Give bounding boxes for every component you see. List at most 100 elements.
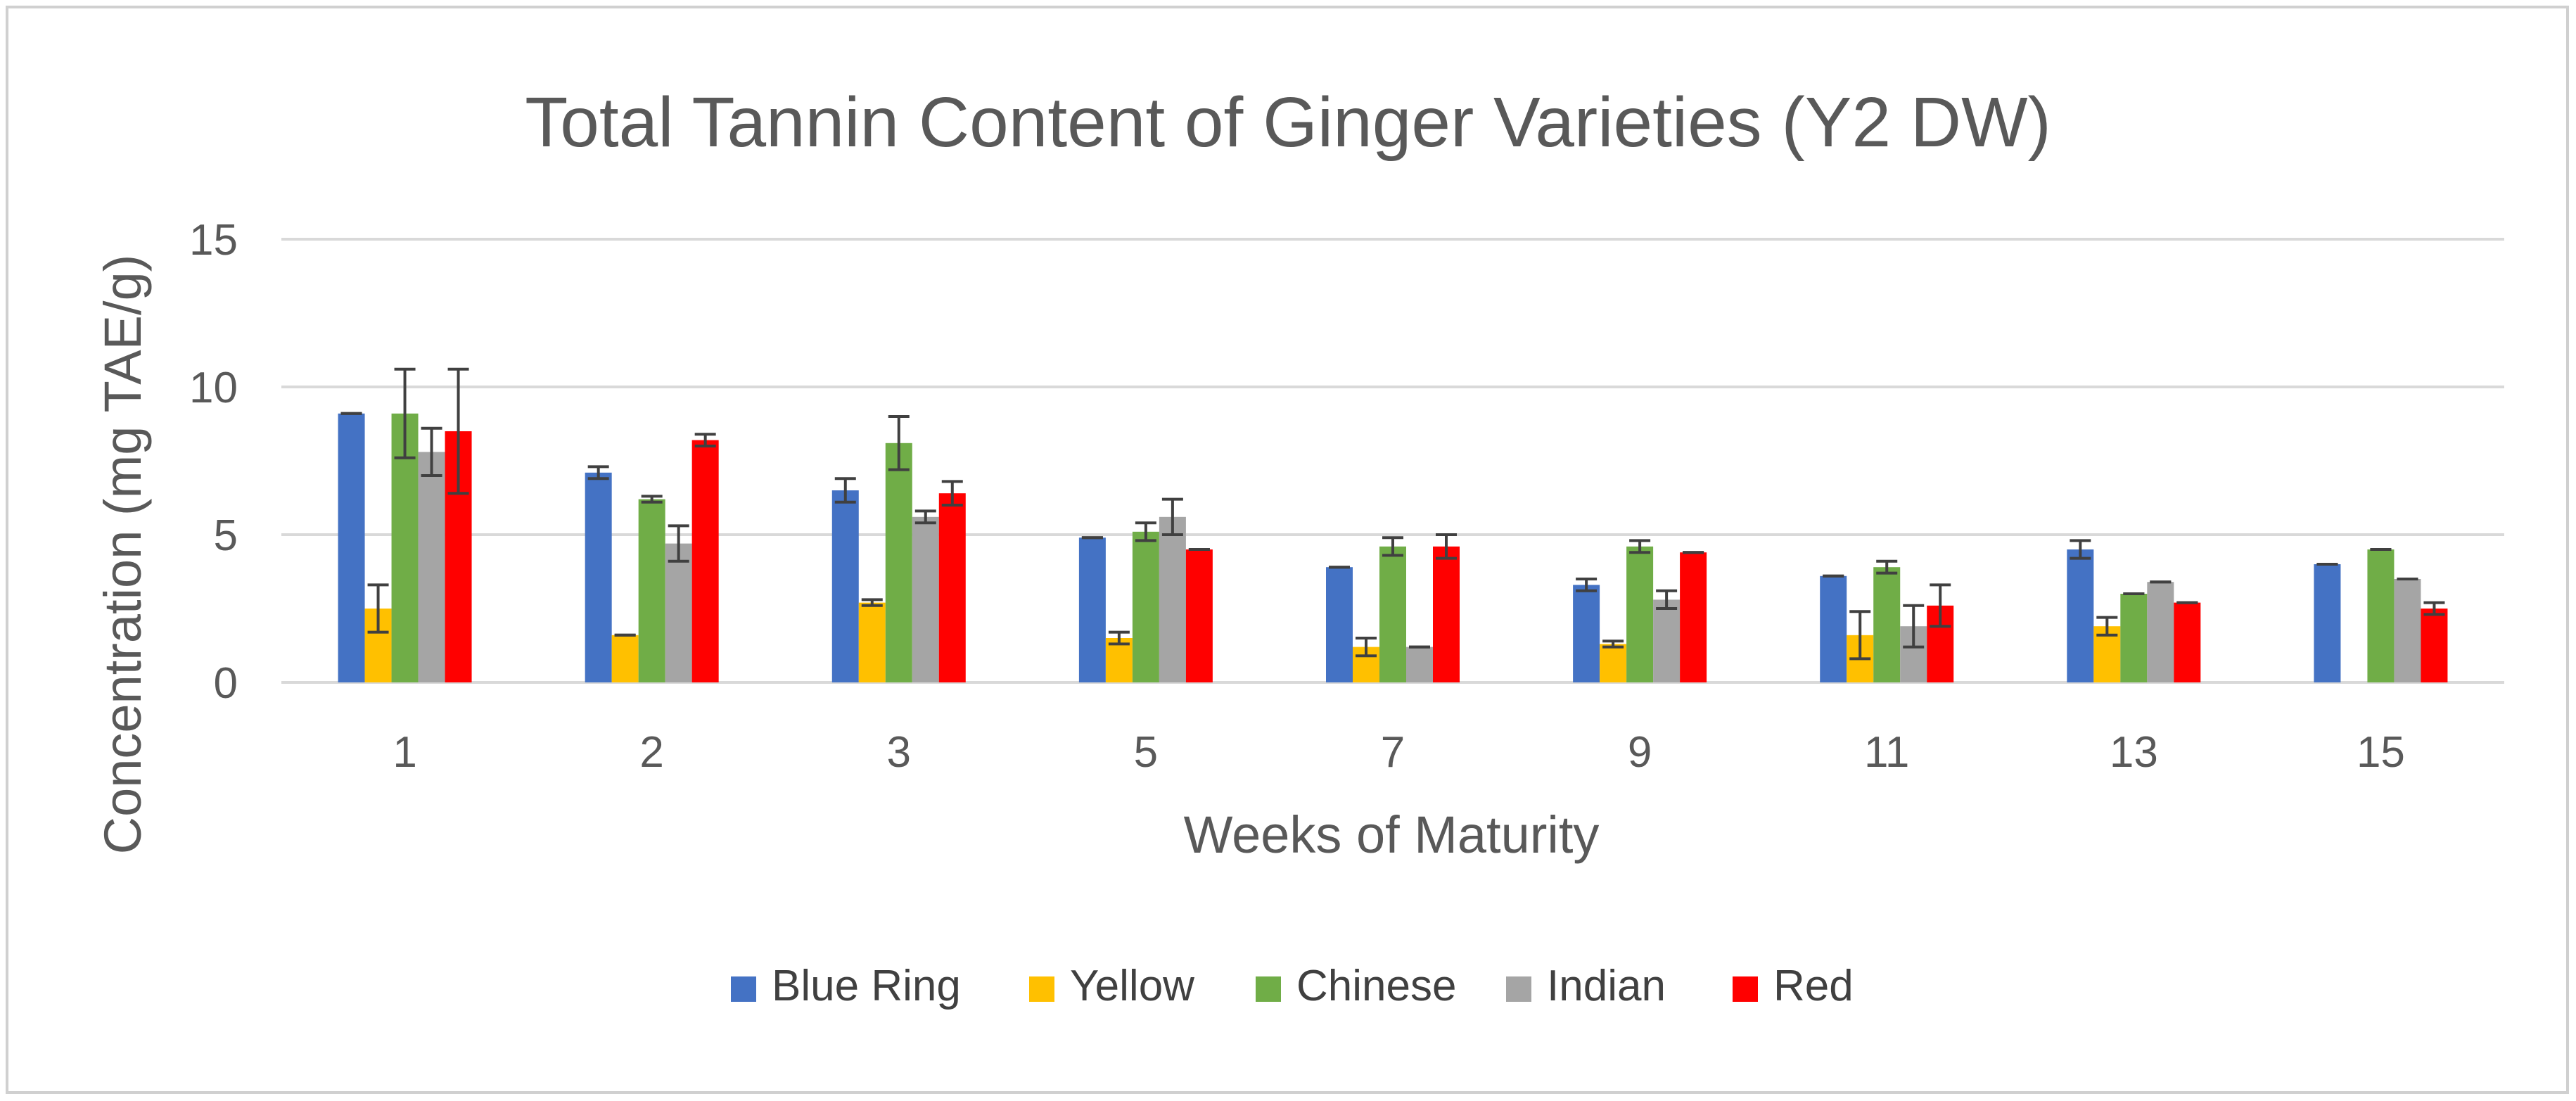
y-tick-label: 0 xyxy=(214,659,238,708)
legend: Blue Ring Yellow Chinese Indian Red xyxy=(731,962,1854,1010)
bar-blue-ring-week-15 xyxy=(2314,564,2341,682)
error-bar-chinese-week-9 xyxy=(1629,539,1651,554)
error-bar-red-week-7 xyxy=(1436,533,1457,560)
bar-chinese-week-3 xyxy=(885,443,912,682)
bar-blue-ring-week-3 xyxy=(831,490,859,682)
bar-red-week-2 xyxy=(691,440,719,682)
error-bar-blue-ring-week-9 xyxy=(1576,578,1598,592)
bar-red-week-9 xyxy=(1680,552,1707,682)
legend-swatch xyxy=(1506,976,1531,1002)
error-bar-indian-week-1 xyxy=(421,426,442,477)
error-bar-yellow-week-9 xyxy=(1602,639,1624,649)
bar-chinese-week-13 xyxy=(2120,594,2148,682)
x-tick-label: 1 xyxy=(393,728,416,777)
error-bar-yellow-week-5 xyxy=(1108,630,1130,646)
error-bar-chinese-week-1 xyxy=(394,367,416,459)
error-bar-chinese-week-7 xyxy=(1382,536,1403,557)
error-bar-yellow-week-3 xyxy=(861,598,883,607)
x-tick-label: 15 xyxy=(2357,728,2405,777)
error-bar-chinese-week-5 xyxy=(1135,521,1156,542)
bar-yellow-week-3 xyxy=(858,602,886,682)
bar-yellow-week-2 xyxy=(611,635,639,682)
x-tick-label: 7 xyxy=(1381,728,1405,777)
error-bar-blue-ring-week-3 xyxy=(834,477,856,504)
legend-swatch xyxy=(731,976,756,1002)
legend-swatch xyxy=(1256,976,1281,1002)
x-axis-label: Weeks of Maturity xyxy=(1184,806,1600,864)
bar-blue-ring-week-7 xyxy=(1326,567,1353,682)
bar-blue-ring-week-9 xyxy=(1573,585,1600,682)
error-bar-indian-week-11 xyxy=(1903,604,1925,649)
legend-label: Red xyxy=(1773,962,1854,1010)
bar-chinese-week-2 xyxy=(638,499,665,682)
bar-red-week-13 xyxy=(2174,602,2201,682)
legend-swatch xyxy=(1029,976,1054,1002)
x-axis-ticks: 1 2 3 5 7 9 11 13 15 xyxy=(393,728,2405,777)
error-bar-red-week-1 xyxy=(447,367,469,495)
bar-blue-ring-week-13 xyxy=(2067,549,2094,682)
bars xyxy=(338,413,2448,682)
legend-label: Yellow xyxy=(1070,962,1194,1010)
bar-indian-week-7 xyxy=(1406,647,1433,682)
bar-blue-ring-week-1 xyxy=(338,413,365,682)
error-bar-blue-ring-week-2 xyxy=(587,465,609,481)
error-bar-indian-week-5 xyxy=(1161,497,1183,536)
bar-indian-week-3 xyxy=(912,516,939,682)
bar-indian-week-13 xyxy=(2147,582,2174,682)
legend-label: Chinese xyxy=(1296,962,1456,1010)
error-bar-indian-week-2 xyxy=(668,524,689,563)
bar-yellow-week-9 xyxy=(1600,644,1627,682)
y-axis-ticks: 0 5 10 15 xyxy=(189,216,238,708)
y-axis-label: Concentration (mg TAE/g) xyxy=(94,255,152,855)
bar-red-week-3 xyxy=(938,493,966,682)
x-tick-label: 11 xyxy=(1864,728,1909,777)
bar-blue-ring-week-5 xyxy=(1078,537,1106,682)
bar-red-week-5 xyxy=(1185,549,1213,682)
bar-chinese-week-7 xyxy=(1379,546,1406,682)
error-bar-red-week-2 xyxy=(694,433,716,447)
bar-red-week-15 xyxy=(2421,609,2448,682)
error-bar-red-week-3 xyxy=(941,480,963,507)
bar-indian-week-2 xyxy=(665,543,692,682)
bar-blue-ring-week-11 xyxy=(1820,575,1847,682)
error-bar-chinese-week-11 xyxy=(1876,559,1898,575)
bar-chinese-week-5 xyxy=(1132,531,1159,682)
bar-chinese-week-9 xyxy=(1626,546,1654,682)
error-bar-yellow-week-11 xyxy=(1849,610,1871,661)
legend-item-indian: Indian xyxy=(1506,962,1666,1010)
y-tick-label: 10 xyxy=(189,364,238,412)
error-bars xyxy=(340,367,2445,661)
bar-yellow-week-5 xyxy=(1105,638,1133,682)
x-tick-label: 5 xyxy=(1134,728,1158,777)
error-bar-chinese-week-3 xyxy=(888,415,910,471)
error-bar-blue-ring-week-13 xyxy=(2070,539,2091,560)
x-tick-label: 9 xyxy=(1628,728,1652,777)
y-tick-label: 15 xyxy=(189,216,238,265)
x-tick-label: 2 xyxy=(639,728,663,777)
error-bar-red-week-11 xyxy=(1930,583,1951,628)
bar-blue-ring-week-2 xyxy=(585,472,612,682)
bar-indian-week-5 xyxy=(1159,516,1186,682)
legend-item-yellow: Yellow xyxy=(1029,962,1194,1010)
bar-red-week-7 xyxy=(1433,546,1460,682)
bar-chinese-week-15 xyxy=(2367,549,2395,682)
legend-label: Blue Ring xyxy=(772,962,961,1010)
error-bar-yellow-week-1 xyxy=(367,583,389,634)
error-bar-red-week-15 xyxy=(2423,601,2445,616)
error-bar-chinese-week-2 xyxy=(641,495,663,504)
legend-label: Indian xyxy=(1547,962,1666,1010)
bar-chinese-week-11 xyxy=(1873,567,1901,682)
bar-indian-week-1 xyxy=(418,452,445,682)
legend-item-red: Red xyxy=(1733,962,1854,1010)
x-tick-label: 13 xyxy=(2110,728,2158,777)
error-bar-yellow-week-7 xyxy=(1356,637,1377,658)
error-bar-indian-week-9 xyxy=(1656,589,1678,610)
chart-title: Total Tannin Content of Ginger Varieties… xyxy=(525,83,2051,162)
legend-item-chinese: Chinese xyxy=(1256,962,1456,1010)
y-tick-label: 5 xyxy=(214,511,238,560)
legend-item-blue-ring: Blue Ring xyxy=(731,962,961,1010)
bar-indian-week-15 xyxy=(2394,579,2421,682)
error-bar-yellow-week-13 xyxy=(2096,616,2118,637)
x-tick-label: 3 xyxy=(887,728,911,777)
